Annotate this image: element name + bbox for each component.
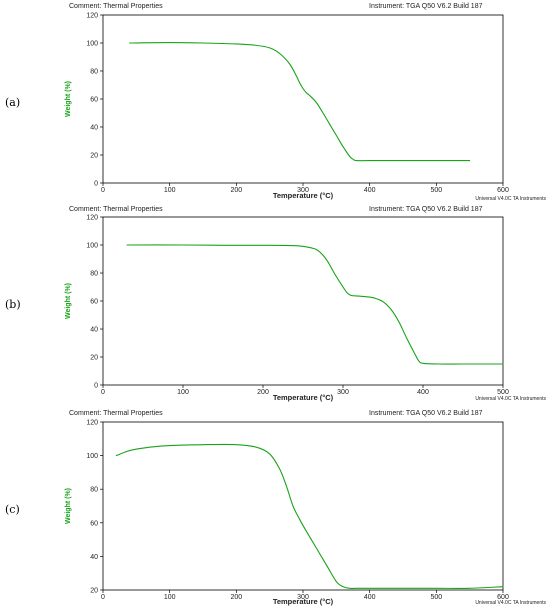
x-tick-label: 600 — [497, 187, 509, 194]
weight-curve — [115, 443, 504, 589]
x-tick-label: 100 — [164, 594, 176, 601]
x-tick-label: 0 — [101, 187, 105, 194]
x-axis-label: Temperature (°C) — [273, 597, 334, 606]
plot-frame — [102, 14, 504, 184]
chart-panel-2: Comment: Thermal Properties Instrument: T… — [5, 206, 546, 402]
chart-panel-3: Comment: Thermal Properties Instrument: T… — [5, 410, 546, 606]
x-tick-label: 100 — [177, 389, 189, 396]
x-tick-label: 500 — [430, 594, 442, 601]
y-tick-label: 60 — [90, 97, 98, 104]
y-tick-label: 20 — [90, 153, 98, 160]
y-tick-label: 60 — [90, 299, 98, 306]
y-tick-label: 120 — [86, 420, 98, 427]
y-tick-label: 80 — [90, 271, 98, 278]
y-tick-label: 20 — [90, 588, 98, 595]
instrument-text: Instrument: TGA Q50 V6.2 Build 187 — [369, 3, 483, 10]
y-axis-label: Weight (%) — [65, 81, 72, 117]
weight-curve — [126, 244, 504, 365]
x-tick-label: 200 — [230, 594, 242, 601]
y-tick-label: 0 — [94, 181, 98, 188]
x-tick-label: 300 — [297, 594, 309, 601]
y-tick-label: 40 — [90, 327, 98, 334]
weight-curve — [129, 42, 471, 162]
y-axis-label: Weight (%) — [65, 283, 72, 319]
x-tick-label: 400 — [364, 594, 376, 601]
comment-text: Comment: Thermal Properties — [69, 410, 163, 417]
chart-panel-1: Comment: Thermal Properties Instrument: T… — [5, 3, 546, 202]
x-axis-label: Temperature (°C) — [273, 393, 334, 402]
x-tick-label: 400 — [417, 389, 429, 396]
footer-text: Universal V4.0C TA Instruments — [475, 396, 546, 402]
panel-label: (c) — [5, 503, 20, 516]
x-tick-label: 0 — [101, 389, 105, 396]
plot-frame — [102, 421, 504, 591]
instrument-text: Instrument: TGA Q50 V6.2 Build 187 — [369, 206, 483, 213]
x-tick-label: 0 — [101, 594, 105, 601]
instrument-text: Instrument: TGA Q50 V6.2 Build 187 — [369, 410, 483, 417]
y-tick-label: 80 — [90, 69, 98, 76]
y-tick-label: 120 — [86, 13, 98, 20]
y-tick-label: 40 — [90, 554, 98, 561]
y-tick-label: 40 — [90, 125, 98, 132]
x-tick-label: 500 — [430, 187, 442, 194]
x-tick-label: 200 — [257, 389, 269, 396]
y-tick-label: 100 — [86, 453, 98, 460]
footer-text: Universal V4.0C TA Instruments — [475, 600, 546, 606]
panel-label: (a) — [5, 96, 20, 109]
x-axis-label: Temperature (°C) — [273, 191, 334, 200]
x-tick-label: 400 — [364, 187, 376, 194]
comment-text: Comment: Thermal Properties — [69, 3, 163, 10]
footer-text: Universal V4.0C TA Instruments — [475, 196, 546, 202]
y-tick-label: 100 — [86, 41, 98, 48]
y-tick-label: 100 — [86, 243, 98, 250]
x-tick-label: 100 — [164, 187, 176, 194]
x-tick-label: 300 — [337, 389, 349, 396]
x-tick-label: 500 — [497, 389, 509, 396]
y-tick-label: 120 — [86, 215, 98, 222]
y-tick-label: 20 — [90, 355, 98, 362]
plot-frame — [102, 216, 504, 386]
x-tick-label: 600 — [497, 594, 509, 601]
x-tick-label: 200 — [230, 187, 242, 194]
y-tick-label: 80 — [90, 487, 98, 494]
x-tick-label: 300 — [297, 187, 309, 194]
y-tick-label: 0 — [94, 383, 98, 390]
comment-text: Comment: Thermal Properties — [69, 206, 163, 213]
y-axis-label: Weight (%) — [65, 488, 72, 524]
panel-label: (b) — [5, 298, 21, 311]
y-tick-label: 60 — [90, 520, 98, 527]
